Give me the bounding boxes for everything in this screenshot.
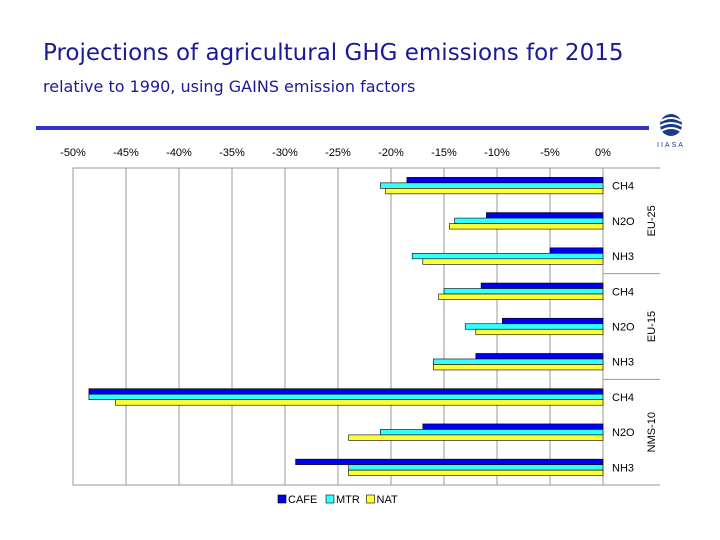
legend-swatch [277, 494, 287, 504]
x-tick-label: -50% [60, 147, 86, 159]
x-tick-label: -20% [378, 147, 404, 159]
bar-cafe [295, 458, 604, 465]
category-label: NH3 [612, 462, 634, 474]
x-tick-label: -5% [540, 147, 560, 159]
bar-cafe [406, 177, 604, 184]
bar-cafe [501, 317, 604, 325]
bar-mtr [380, 182, 604, 189]
x-tick-label: 0% [595, 147, 611, 159]
bar-nat [438, 293, 604, 300]
category-label: NH3 [612, 357, 634, 369]
x-tick-label: -15% [431, 147, 457, 159]
logo-text: IIASA [657, 142, 685, 149]
x-tick-label: -30% [272, 147, 298, 159]
category-label: CH4 [612, 181, 634, 193]
bar-nat [385, 188, 604, 195]
category-label: N2O [612, 216, 635, 228]
x-tick-label: -35% [219, 147, 245, 159]
title-divider [36, 126, 649, 130]
legend-swatch [325, 494, 335, 504]
bar-mtr [88, 393, 604, 400]
group-label: EU-25 [646, 205, 658, 236]
bar-nat [422, 258, 604, 265]
iiasa-globe-icon: IIASA [657, 114, 685, 149]
bar-nat [348, 434, 604, 441]
group-label: EU-15 [646, 311, 658, 342]
x-tick-label: -25% [325, 147, 351, 159]
bar-nat [348, 469, 604, 476]
legend-label: NAT [377, 494, 398, 506]
bar-cafe [549, 247, 604, 254]
x-tick-label: -40% [166, 147, 192, 159]
bar-mtr [380, 429, 604, 436]
page-title: Projections of agricultural GHG emission… [43, 40, 624, 66]
bar-nat [448, 223, 604, 230]
category-label: NH3 [612, 251, 634, 263]
bar-mtr [443, 288, 604, 295]
legend-label: CAFE [288, 494, 317, 506]
x-tick-label: -10% [484, 147, 510, 159]
bar-cafe [480, 282, 604, 289]
bar-mtr [464, 323, 604, 330]
x-tick-label: -45% [113, 147, 139, 159]
category-label: CH4 [612, 286, 634, 298]
category-label: N2O [612, 322, 635, 334]
legend-swatch [366, 494, 375, 504]
bar-mtr [411, 253, 604, 260]
group-label: NMS-10 [646, 412, 658, 452]
page-subtitle: relative to 1990, using GAINS emission f… [43, 77, 416, 96]
category-label: CH4 [612, 392, 634, 404]
bar-cafe [422, 423, 604, 430]
category-label: N2O [612, 427, 635, 439]
bar-cafe [88, 388, 604, 395]
bar-mtr [433, 358, 604, 365]
bar-nat [475, 328, 604, 336]
legend-label: MTR [336, 494, 360, 506]
bar-cafe [486, 212, 604, 219]
bar-mtr [348, 464, 604, 471]
bar-nat [433, 364, 604, 371]
bar-nat [115, 399, 604, 406]
bar-mtr [454, 217, 604, 224]
bar-cafe [475, 353, 604, 360]
